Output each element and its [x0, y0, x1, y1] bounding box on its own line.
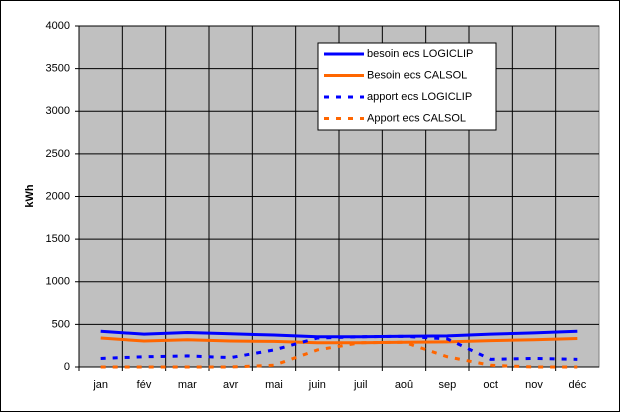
legend-label: besoin ecs LOGICLIP: [367, 48, 473, 60]
legend-box: [317, 42, 497, 131]
x-tick-label: mar: [178, 379, 197, 391]
y-tick-label: 500: [52, 318, 70, 330]
y-tick-label: 1500: [46, 233, 70, 245]
x-tick-label: juin: [308, 379, 326, 391]
x-tick-label: mai: [265, 379, 283, 391]
y-tick-label: 1000: [46, 276, 70, 288]
y-tick-label: 4000: [46, 20, 70, 32]
series-line: [100, 340, 578, 369]
legend-label: apport ecs LOGICLIP: [367, 91, 472, 103]
y-tick-label: 2500: [46, 148, 70, 160]
y-tick-label: 0: [64, 361, 70, 373]
legend-label: Besoin ecs CALSOL: [367, 69, 467, 81]
x-tick-label: déc: [568, 379, 586, 391]
series-line: [100, 334, 578, 361]
x-tick-label: nov: [525, 379, 543, 391]
x-tick-label: oct: [483, 379, 498, 391]
y-axis-label: kWh: [24, 184, 36, 208]
x-tick-label: juil: [353, 379, 367, 391]
series-line: [100, 336, 578, 345]
y-tick-label: 3500: [46, 63, 70, 75]
x-tick-label: aoû: [395, 379, 413, 391]
x-tick-label: fév: [137, 379, 152, 391]
x-tick-label: jan: [92, 379, 108, 391]
x-tick-label: avr: [223, 379, 239, 391]
legend-label: Apport ecs CALSOL: [367, 112, 466, 124]
x-tick-label: sep: [438, 379, 456, 391]
y-tick-label: 3000: [46, 105, 70, 117]
y-tick-label: 2000: [46, 190, 70, 202]
